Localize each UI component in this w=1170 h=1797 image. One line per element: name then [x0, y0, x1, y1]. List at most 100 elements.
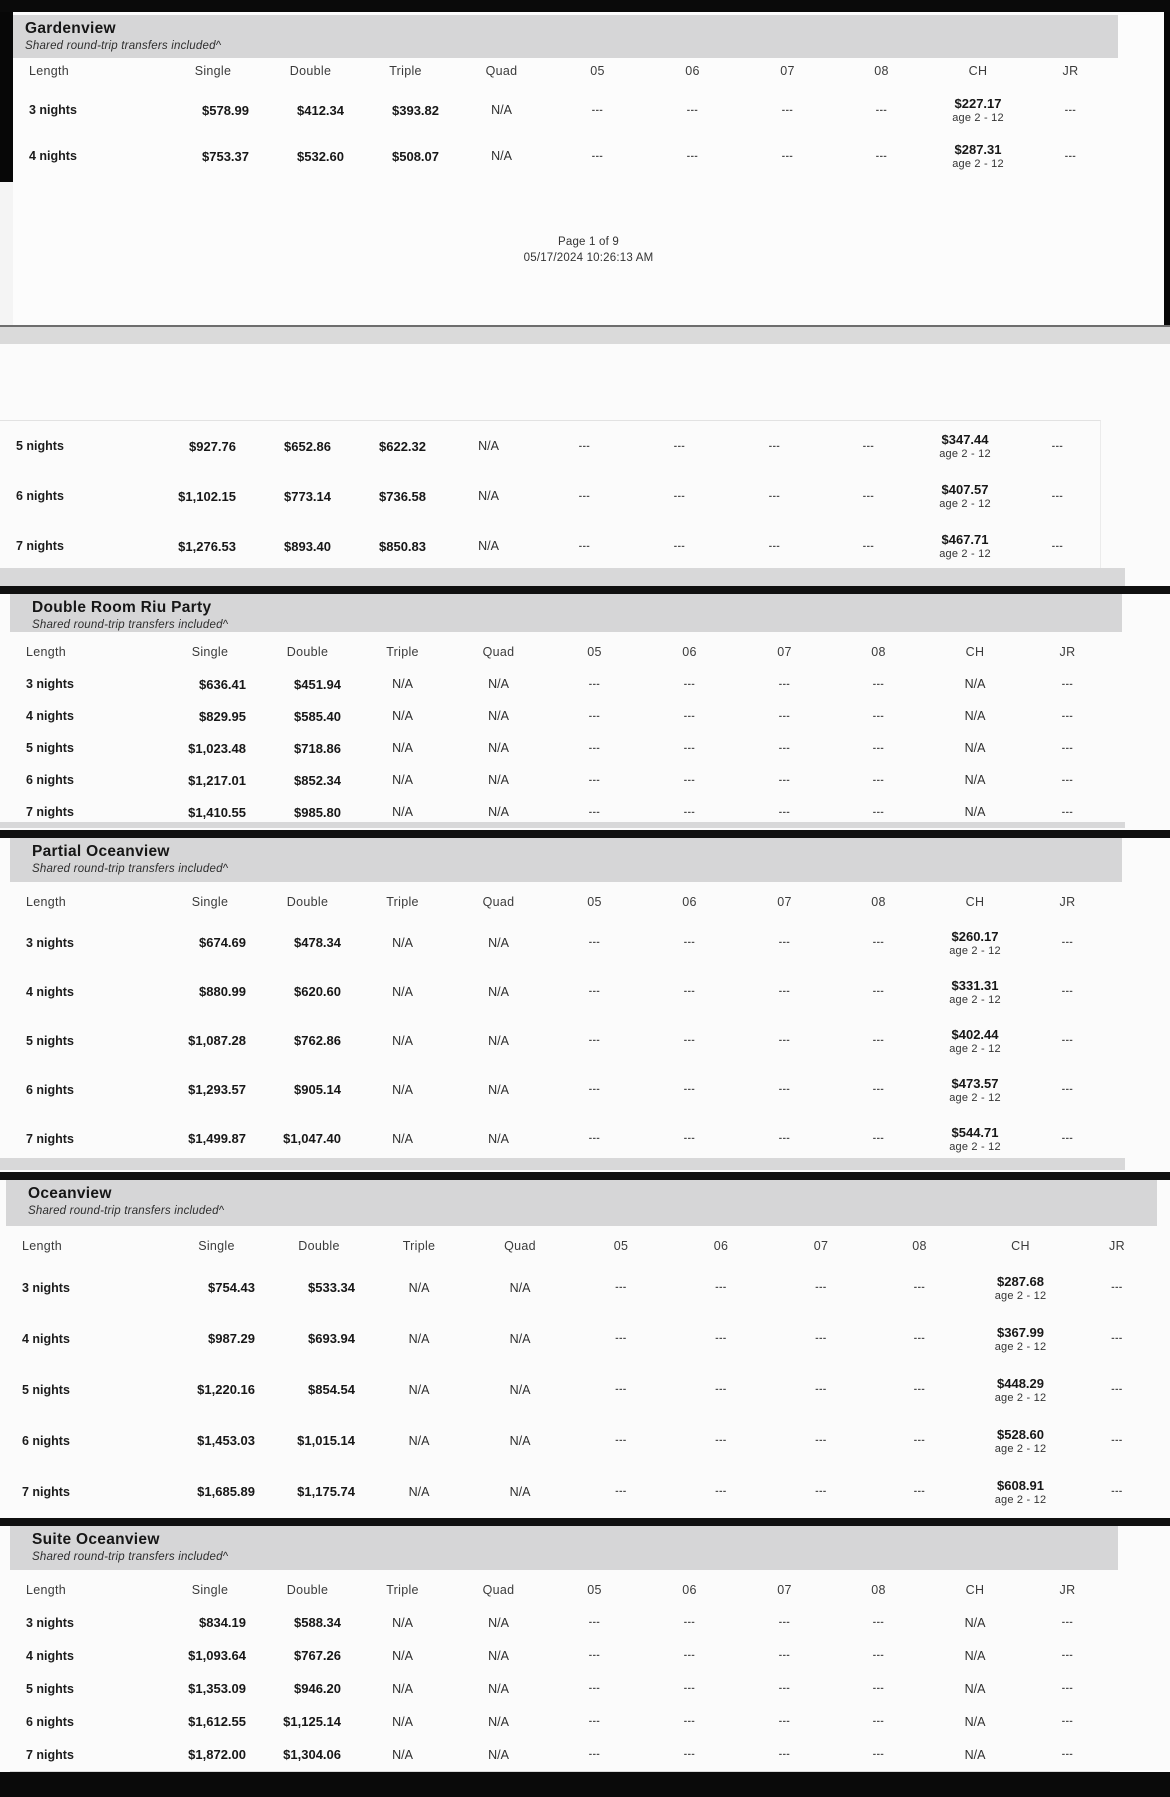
cell-ch: N/A: [964, 1681, 986, 1696]
cell-ch: $528.60 age 2 - 12: [968, 1415, 1073, 1466]
child-age-range: age 2 - 12: [949, 1140, 1001, 1153]
section-header: Oceanview Shared round-trip transfers in…: [6, 1180, 1157, 1226]
column-header-05: 05: [587, 895, 602, 909]
scan-gray-strip: [0, 568, 1125, 586]
cell-05: ---: [588, 678, 601, 690]
cell-quad: N/A: [488, 1681, 509, 1696]
cell-single: $1,353.09: [188, 1681, 246, 1696]
cell-ch: N/A: [964, 677, 986, 691]
section-header: Partial Oceanview Shared round-trip tran…: [10, 838, 1122, 882]
column-header-row: Length Single Double Triple Quad 05 06 07 08 CH JR: [10, 638, 1110, 668]
page-1-margin: [0, 182, 13, 325]
cell-triple: N/A: [392, 984, 413, 999]
cell-08: ---: [913, 1435, 926, 1446]
column-header-ch: CH: [965, 1583, 985, 1597]
cell-07: ---: [815, 1282, 827, 1293]
cell-05: ---: [578, 440, 591, 452]
table-row: 3 nights $578.99 $412.34 $393.82 N/A --- --- --…: [13, 87, 1113, 133]
cell-08: ---: [872, 710, 885, 722]
cell-06: ---: [683, 806, 696, 818]
cell-08: ---: [872, 774, 885, 786]
cell-length: 5 nights: [26, 1681, 74, 1696]
child-age-range: age 2 - 12: [952, 158, 1004, 170]
cell-single: $1,023.48: [188, 740, 246, 756]
table-row: 4 nights $880.99 $620.60 N/A N/A --- --- --- ---…: [10, 967, 1110, 1016]
table-row: 6 nights $1,102.15 $773.14 $736.58 N/A --- ---…: [0, 471, 1100, 521]
cell-ch: $287.68 age 2 - 12: [968, 1262, 1073, 1313]
cell-06: ---: [673, 490, 686, 502]
column-header-05: 05: [587, 1583, 602, 1597]
cell-05: ---: [578, 540, 591, 552]
cell-jr: ---: [1061, 1035, 1074, 1046]
column-header-single: Single: [191, 895, 229, 909]
column-header-06: 06: [713, 1239, 729, 1253]
cell-06: ---: [683, 678, 696, 690]
cell-triple: N/A: [408, 1280, 430, 1295]
cell-06: ---: [683, 1133, 696, 1144]
cell-06: ---: [715, 1282, 727, 1293]
cell-06: ---: [683, 742, 696, 754]
column-header-05: 05: [613, 1239, 629, 1253]
cell-05: ---: [615, 1333, 627, 1344]
cell-quad: N/A: [509, 1280, 531, 1295]
cell-ch: N/A: [964, 773, 986, 787]
cell-single: $1,276.53: [178, 538, 236, 554]
table-row: 5 nights $1,023.48 $718.86 N/A N/A --- --- --- -…: [10, 732, 1110, 764]
section-separator: [0, 830, 1170, 838]
cell-triple: $393.82: [392, 102, 439, 118]
cell-triple: N/A: [392, 677, 413, 691]
cell-ch: $227.17 age 2 - 12: [928, 87, 1028, 133]
cell-06: ---: [683, 986, 696, 997]
cell-07: ---: [768, 440, 781, 452]
cell-jr: ---: [1061, 806, 1074, 818]
cell-single: $1,220.16: [197, 1382, 255, 1397]
cell-06: ---: [683, 710, 696, 722]
column-header-triple: Triple: [386, 895, 419, 909]
cell-length: 7 nights: [26, 1131, 74, 1146]
cell-length: 3 nights: [26, 935, 74, 950]
cell-jr: ---: [1061, 1749, 1074, 1760]
section-header: Suite Oceanview Shared round-trip transf…: [10, 1526, 1118, 1570]
cell-05: ---: [588, 1035, 601, 1046]
cell-length: 5 nights: [26, 1033, 74, 1048]
cell-triple: N/A: [392, 1648, 413, 1663]
cell-length: 5 nights: [16, 439, 64, 453]
cell-double: $532.60: [297, 148, 344, 164]
cell-08: ---: [872, 1683, 885, 1694]
column-header-08: 08: [874, 64, 889, 78]
cell-jr: ---: [1111, 1282, 1123, 1293]
cell-triple: N/A: [408, 1484, 430, 1499]
child-age-range: age 2 - 12: [994, 1340, 1047, 1353]
cell-07: ---: [778, 937, 791, 948]
cell-length: 5 nights: [26, 741, 74, 755]
scan-bottom-black-bar: [0, 1772, 1170, 1797]
table-row: 5 nights $1,087.28 $762.86 N/A N/A --- --- --- -…: [10, 1016, 1110, 1065]
child-age-range: age 2 - 12: [949, 993, 1001, 1006]
cell-05: ---: [588, 986, 601, 997]
cell-05: ---: [588, 710, 601, 722]
cell-jr: ---: [1061, 710, 1074, 722]
column-header-single: Single: [191, 645, 229, 659]
column-header-jr: JR: [1109, 1239, 1125, 1253]
section-header: Double Room Riu Party Shared round-trip …: [10, 594, 1122, 632]
cell-jr: ---: [1111, 1486, 1123, 1497]
cell-05: ---: [591, 104, 604, 116]
cell-quad: N/A: [478, 439, 499, 453]
column-header-07: 07: [777, 645, 792, 659]
cell-double: $585.40: [294, 708, 341, 724]
cell-single: $834.19: [199, 1615, 246, 1630]
cell-triple: N/A: [392, 1615, 413, 1630]
cell-quad: N/A: [478, 489, 499, 503]
cell-quad: N/A: [491, 103, 512, 117]
cell-quad: N/A: [509, 1331, 531, 1346]
cell-jr: ---: [1064, 104, 1077, 116]
cell-jr: ---: [1061, 774, 1074, 786]
cell-double: $412.34: [297, 102, 344, 118]
cell-07: ---: [781, 104, 794, 116]
cell-07: ---: [778, 710, 791, 722]
table-row: 7 nights $1,410.55 $985.80 N/A N/A --- --- --- -…: [10, 796, 1110, 828]
section-separator: [0, 1518, 1170, 1526]
cell-triple: N/A: [392, 741, 413, 755]
cell-jr: ---: [1051, 490, 1064, 502]
cell-07: ---: [778, 742, 791, 754]
